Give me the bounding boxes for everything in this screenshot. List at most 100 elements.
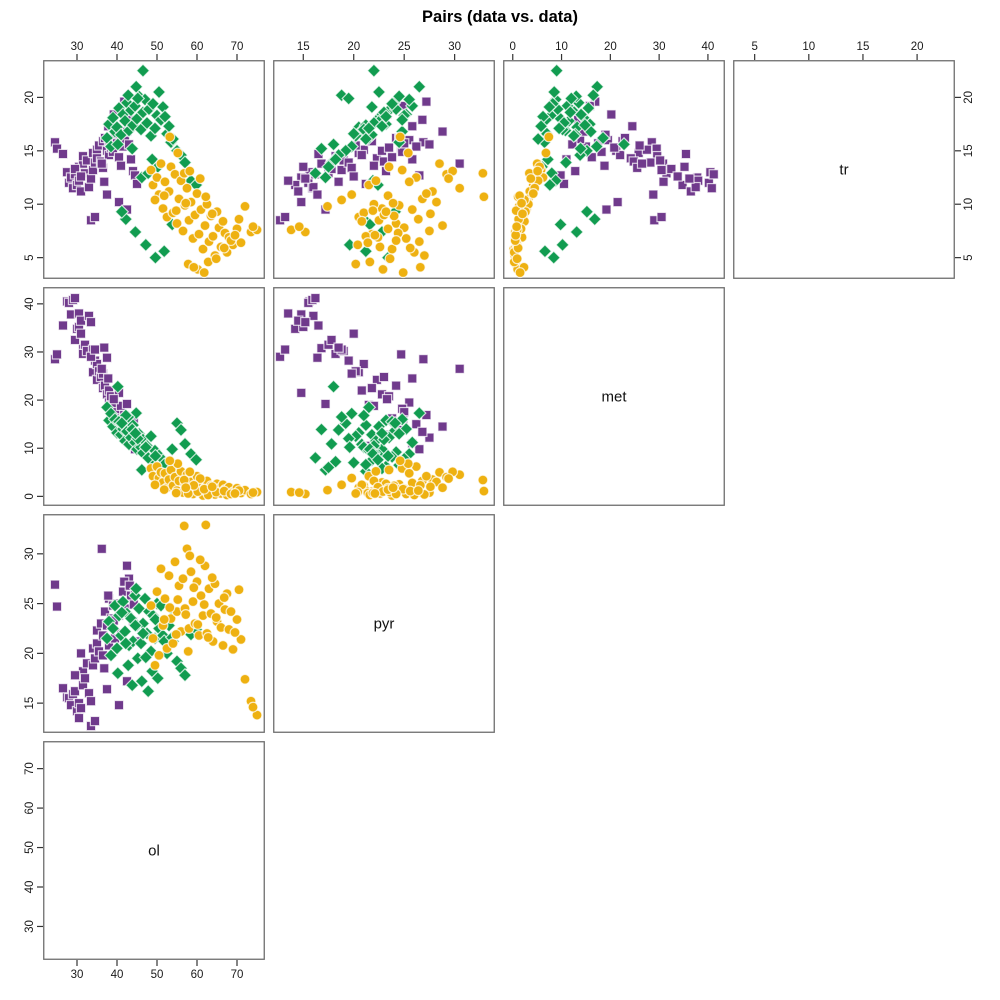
diag-panel-pyr: pyr	[273, 514, 495, 733]
data-point-purple-squares	[115, 160, 127, 171]
data-point-orange-circles	[206, 572, 218, 584]
data-point-orange-circles	[155, 158, 167, 170]
data-point-purple-squares	[89, 211, 101, 223]
data-point-green-diamonds	[366, 63, 382, 79]
data-point-orange-circles	[384, 253, 396, 265]
data-point-orange-circles	[394, 455, 406, 467]
data-point-orange-circles	[145, 600, 157, 612]
data-point-green-diamonds	[587, 211, 603, 227]
data-point-purple-squares	[390, 380, 402, 391]
panel-border	[503, 287, 725, 506]
data-point-green-diamonds	[135, 63, 151, 79]
tick-label: 20	[604, 41, 617, 53]
data-point-purple-squares	[296, 196, 307, 208]
data-point-purple-squares	[51, 349, 63, 360]
data-point-purple-squares	[356, 149, 367, 161]
tick-label: 30	[24, 547, 36, 560]
data-point-orange-circles	[193, 228, 205, 240]
data-point-orange-circles	[164, 131, 176, 143]
data-point-orange-circles	[374, 241, 386, 253]
data-point-orange-circles	[217, 215, 229, 227]
data-point-green-diamonds	[380, 448, 396, 464]
tick-label: 40	[111, 969, 124, 981]
data-point-green-diamonds	[140, 683, 156, 699]
data-point-green-diamonds	[411, 79, 427, 95]
data-point-orange-circles	[412, 213, 424, 225]
data-point-orange-circles	[443, 173, 455, 185]
data-point-orange-circles	[149, 659, 161, 671]
data-point-green-diamonds	[331, 422, 346, 438]
data-point-purple-squares	[417, 426, 428, 438]
data-point-purple-squares	[313, 320, 324, 331]
data-point-orange-circles	[170, 205, 182, 217]
data-point-purple-squares	[69, 163, 81, 175]
data-point-purple-squares	[69, 292, 81, 304]
data-point-orange-circles	[321, 484, 333, 496]
data-point-green-diamonds	[110, 379, 126, 394]
tick-label: 5	[24, 254, 36, 260]
diag-label-ol: ol	[148, 843, 160, 860]
data-point-orange-circles	[369, 487, 381, 499]
tick-label: 15	[857, 41, 870, 53]
data-point-green-diamonds	[177, 667, 193, 683]
data-point-orange-circles	[149, 194, 161, 206]
data-point-purple-squares	[601, 204, 612, 215]
data-point-green-diamonds	[558, 155, 574, 170]
tick-label: 30	[71, 969, 84, 981]
data-point-purple-squares	[75, 171, 87, 182]
data-point-purple-squares	[83, 181, 95, 193]
data-point-orange-circles	[454, 182, 466, 194]
data-point-green-diamonds	[374, 425, 390, 441]
data-point-green-diamonds	[177, 155, 193, 170]
data-point-green-diamonds	[546, 84, 562, 100]
data-point-orange-circles	[511, 253, 523, 265]
data-point-purple-squares	[101, 352, 113, 363]
tick-label: 5	[963, 254, 975, 260]
data-point-orange-circles	[356, 215, 368, 227]
data-point-purple-squares	[310, 292, 321, 304]
data-point-green-diamonds	[128, 224, 143, 240]
data-point-purple-squares	[98, 342, 110, 353]
tick-label: 20	[911, 41, 924, 53]
data-point-purple-squares	[99, 606, 111, 617]
data-point-orange-circles	[293, 221, 305, 233]
data-point-purple-squares	[57, 683, 69, 694]
data-point-orange-circles	[147, 632, 159, 644]
data-point-purple-squares	[101, 684, 113, 695]
data-point-green-diamonds	[573, 141, 588, 157]
data-point-purple-squares	[612, 196, 623, 208]
data-point-purple-squares	[424, 139, 435, 150]
data-point-orange-circles	[369, 229, 381, 241]
data-point-orange-circles	[178, 520, 190, 532]
data-point-purple-squares	[333, 342, 344, 353]
data-point-purple-squares	[113, 196, 125, 208]
data-point-orange-circles	[235, 633, 247, 645]
data-point-green-diamonds	[115, 594, 131, 609]
data-point-purple-squares	[96, 543, 108, 555]
panel-border	[43, 741, 265, 960]
data-point-orange-circles	[180, 197, 192, 209]
data-point-orange-circles	[387, 482, 399, 494]
data-point-purple-squares	[102, 590, 114, 601]
data-point-orange-circles	[239, 200, 251, 212]
data-point-green-diamonds	[404, 435, 420, 450]
data-point-green-diamonds	[128, 79, 144, 95]
data-point-orange-circles	[370, 465, 382, 477]
data-point-green-diamonds	[585, 87, 601, 103]
data-point-orange-circles	[346, 189, 358, 201]
data-point-purple-squares	[386, 152, 398, 163]
data-point-purple-squares	[381, 393, 393, 405]
data-point-orange-circles	[404, 242, 416, 254]
data-point-purple-squares	[312, 352, 323, 363]
data-point-green-diamonds	[358, 457, 374, 472]
data-point-orange-circles	[233, 213, 245, 225]
data-point-green-diamonds	[114, 204, 130, 220]
data-point-orange-circles	[198, 599, 210, 611]
data-point-orange-circles	[233, 584, 245, 596]
data-point-purple-squares	[343, 355, 354, 366]
data-point-purple-squares	[85, 173, 97, 184]
data-point-orange-circles	[424, 208, 436, 220]
tick-label: 20	[347, 41, 360, 53]
data-point-green-diamonds	[537, 243, 553, 259]
data-point-purple-squares	[414, 444, 425, 455]
